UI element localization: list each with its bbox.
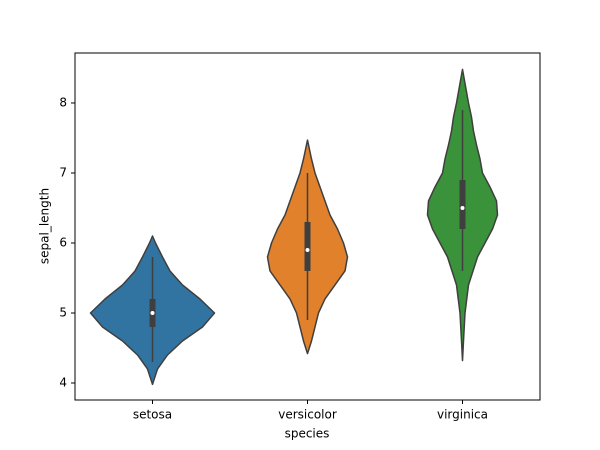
median [305,247,310,252]
y-axis-label: sepal_length [38,188,52,264]
y-tick-label: 4 [59,375,67,389]
x-tick-label: versicolor [278,408,337,422]
median [460,205,465,210]
y-tick-label: 8 [59,95,67,109]
y-tick-label: 7 [59,165,67,179]
x-axis-label: species [285,427,330,441]
y-tick-label: 5 [59,305,67,319]
y-tick-label: 6 [59,235,67,249]
box [459,179,466,229]
median [150,310,155,315]
x-tick-label: setosa [133,408,172,422]
x-tick-label: virginica [437,408,488,422]
box [304,221,311,271]
